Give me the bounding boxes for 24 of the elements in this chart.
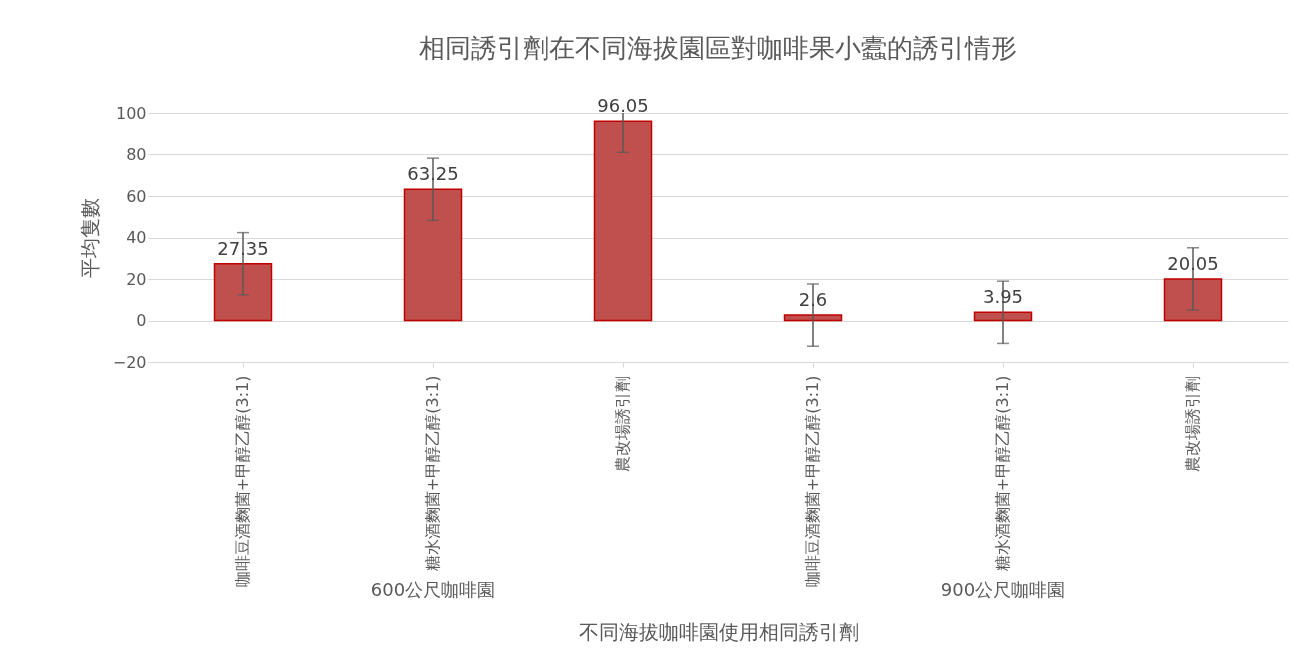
- x-tick-label: 咖啡豆酒麴菌+甲醇乙醇(3:1): [233, 375, 252, 588]
- text: 900公尺咖啡園: [940, 579, 1066, 600]
- chart-title: 相同誘引劑在不同海拔園區對咖啡果小蠹的誘引情形: [419, 33, 1017, 64]
- bar: [1163, 278, 1223, 322]
- y-tick-label: 80: [126, 145, 147, 164]
- text: 600公尺咖啡園: [370, 579, 496, 600]
- data-label: 96.05: [597, 95, 649, 117]
- y-tick-label: 40: [126, 228, 147, 247]
- x-tick-label: 農改場誘引劑: [1183, 375, 1202, 472]
- bar: [213, 263, 273, 322]
- bar: [593, 120, 653, 322]
- bar: [403, 188, 463, 322]
- x-axis-title: 不同海拔咖啡園使用相同誘引劑: [578, 619, 859, 644]
- y-tick-label: 60: [126, 186, 147, 206]
- x-tick-label: 農改場誘引劑: [613, 375, 632, 472]
- y-tick-label: 20: [126, 269, 147, 289]
- y-tick-label: −20: [112, 352, 147, 372]
- y-axis-title: 平均隻數: [77, 198, 102, 278]
- x-tick-label: 糖水酒麴菌+甲醇乙醇(3:1): [423, 375, 442, 572]
- y-tick-label: 0: [136, 311, 147, 330]
- y-tick-label: 100: [115, 103, 147, 123]
- x-tick-label: 咖啡豆酒麴菌+甲醇乙醇(3:1): [803, 375, 822, 588]
- bar: [783, 314, 843, 322]
- x-tick-label: 糖水酒麴菌+甲醇乙醇(3:1): [993, 375, 1012, 572]
